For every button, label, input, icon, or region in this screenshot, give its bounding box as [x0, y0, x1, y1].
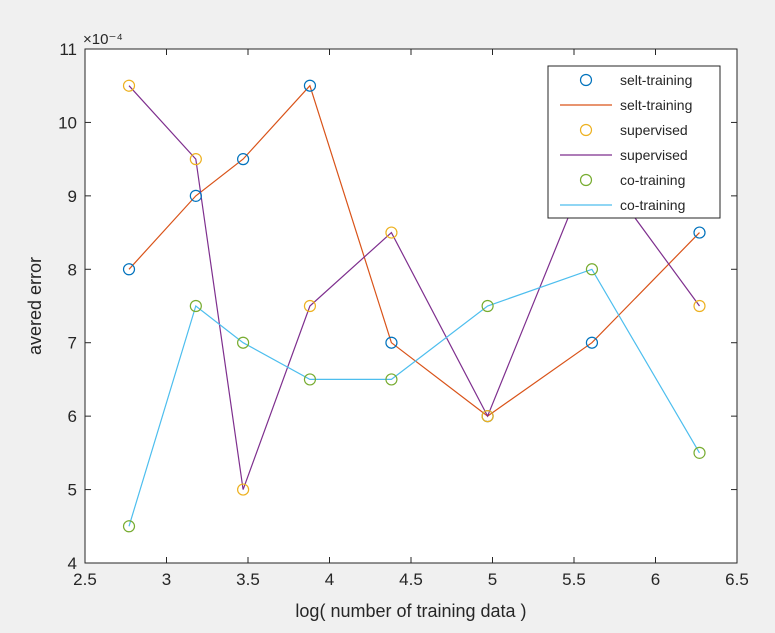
legend-marker-swatch: [579, 73, 593, 87]
y-tick-label: 7: [68, 334, 77, 353]
data-point-selt-training: [585, 336, 599, 349]
data-point-co-training: [481, 299, 494, 313]
y-tick-label: 9: [68, 187, 77, 206]
series-line-co-training: [128, 268, 701, 527]
x-tick-label: 4: [325, 570, 334, 589]
x-tick-label: 5: [488, 570, 497, 589]
data-point-co-training: [237, 336, 250, 349]
data-point-selt-training: [303, 79, 317, 92]
x-tick-label: 2.5: [73, 570, 97, 589]
data-point-supervised: [385, 226, 398, 239]
legend-box: [547, 65, 721, 219]
data-point-supervised: [481, 410, 494, 423]
data-point-co-training: [122, 520, 136, 533]
data-point-supervised: [303, 299, 317, 313]
data-point-co-training: [189, 299, 202, 313]
data-point-co-training: [585, 263, 599, 276]
data-point-supervised: [189, 153, 202, 166]
legend: selt-training selt-training supervised supe…: [547, 65, 721, 219]
data-point-selt-training: [189, 189, 202, 202]
y-tick-label: 4: [68, 554, 77, 573]
data-point-selt-training: [693, 226, 706, 239]
series-line-selt-training: [128, 84, 700, 417]
y-tick-label: 8: [68, 260, 77, 279]
data-point-selt-training: [385, 336, 398, 349]
x-tick-label: 5.5: [562, 570, 586, 589]
y-tick-label: 6: [68, 407, 77, 426]
legend-entry-label: supervised: [620, 147, 688, 163]
y-tick-label: 11: [59, 40, 77, 59]
y-exponent-label: ×10⁻⁴: [83, 31, 123, 48]
y-tick-label: 10: [58, 113, 77, 132]
legend-entry-label: co-training: [620, 197, 685, 213]
x-tick-label: 6.5: [725, 570, 749, 589]
y-axis-label: avered error: [25, 257, 45, 355]
data-point-supervised: [122, 79, 136, 92]
legend-marker-swatch: [579, 123, 593, 137]
data-point-co-training: [385, 373, 398, 386]
data-point-supervised: [237, 483, 250, 496]
tick-layer: 2.5 3 3.5 4 4.5 5 5.5 6 6.5 4 5 6 7 8 9 10 11: [58, 40, 749, 589]
x-axis-label: log( number of training data ): [295, 601, 526, 621]
series-layer: [122, 79, 706, 533]
legend-entry-label: co-training: [620, 172, 685, 188]
legend-entry-label: supervised: [620, 122, 688, 138]
x-tick-label: 3.5: [236, 570, 260, 589]
legend-entry-label: selt-training: [620, 72, 692, 88]
legend-entry-label: selt-training: [620, 97, 692, 113]
data-point-supervised: [693, 299, 706, 313]
data-point-co-training: [693, 446, 706, 459]
legend-marker-swatch: [579, 173, 593, 187]
y-tick-label: 5: [68, 481, 77, 500]
data-point-co-training: [303, 373, 317, 386]
data-point-selt-training: [237, 153, 250, 166]
data-point-selt-training: [122, 263, 136, 276]
x-tick-label: 3: [162, 570, 171, 589]
x-tick-label: 4.5: [399, 570, 423, 589]
x-tick-label: 6: [651, 570, 660, 589]
